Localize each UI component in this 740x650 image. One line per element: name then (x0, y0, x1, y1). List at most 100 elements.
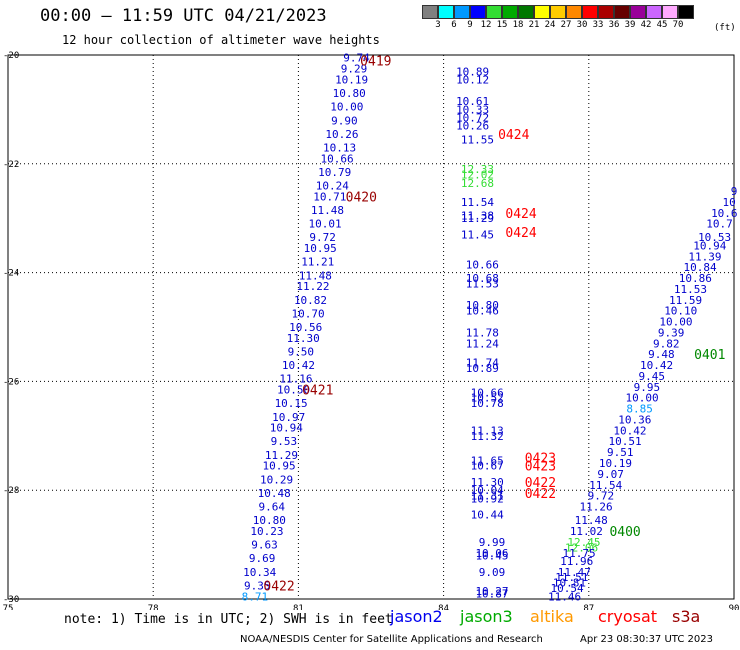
data-label: 8.71 (242, 590, 269, 603)
color-scale-swatches (422, 5, 694, 19)
data-label: 11.53 (466, 277, 499, 290)
data-label: 10.67 (471, 460, 504, 473)
color-swatch (614, 5, 630, 19)
data-label: 10.66 (321, 152, 354, 165)
data-label: 10.95 (304, 242, 337, 255)
color-swatch (470, 5, 486, 19)
data-label: 10.89 (466, 362, 499, 375)
data-label: 9.50 (288, 345, 315, 358)
data-label: 10.79 (318, 166, 351, 179)
data-label: 10.80 (466, 299, 499, 312)
data-label: 11.30 (471, 476, 504, 489)
color-scale-label: 30 (576, 20, 588, 30)
data-label: 10.97 (272, 411, 305, 424)
data-label: 11.16 (279, 373, 312, 386)
legend-item-altika: altika (530, 607, 574, 626)
color-swatch (502, 5, 518, 19)
data-label: 11.30 (287, 332, 320, 345)
data-label: 10.48 (258, 487, 291, 500)
data-label: 9.39 (658, 326, 685, 339)
time-marker-label: 0423 (525, 452, 556, 467)
data-label: 9.69 (249, 552, 276, 565)
data-label: 10.71 (313, 190, 346, 203)
x-tick-label: 75 (3, 604, 14, 610)
data-label: 10.42 (613, 424, 646, 437)
time-marker-label: 0422 (525, 487, 556, 502)
data-label: 10.46 (466, 305, 499, 318)
data-label: 10.42 (282, 359, 315, 372)
data-label: 10.44 (471, 509, 504, 522)
color-scale-label: 33 (592, 20, 604, 30)
data-label: 10.72 (456, 112, 489, 125)
data-label: 12.33 (461, 163, 494, 176)
data-label: 10.26 (456, 120, 489, 133)
x-tick-label: 81 (293, 604, 304, 610)
color-scale-label: 70 (672, 20, 684, 30)
data-label: 12.45 (567, 536, 600, 549)
data-label: 10.27 (475, 585, 508, 598)
data-label: 9.35 (244, 579, 271, 592)
color-scale-label: 24 (544, 20, 556, 30)
data-label: 11.24 (466, 337, 499, 350)
time-marker-label: 0424 (505, 207, 536, 222)
legend-item-cryosat: cryosat (598, 607, 658, 626)
data-label: 11.46 (548, 590, 581, 603)
data-label: 9.09 (479, 566, 506, 579)
color-scale-label: 45 (656, 20, 668, 30)
data-label: 10.66 (471, 386, 504, 399)
color-swatch (582, 5, 598, 19)
footer-credit: NOAA/NESDIS Center for Satellite Applica… (240, 634, 543, 645)
data-label: 11.78 (466, 326, 499, 339)
data-label: 10.68 (466, 272, 499, 285)
data-label: 11.21 (301, 256, 334, 269)
time-marker-label: 0401 (694, 348, 725, 363)
page-title: 00:00 — 11:59 UTC 04/21/2023 (40, 6, 327, 26)
color-scale-label: 36 (608, 20, 620, 30)
data-label: 10.29 (260, 473, 293, 486)
data-label: 10.89 (456, 65, 489, 78)
data-label: 11.96 (560, 555, 593, 568)
data-label: 11.45 (461, 229, 494, 242)
data-label: 10.87 (475, 588, 508, 601)
data-label: 11.32 (471, 430, 504, 443)
data-label: 10.70 (292, 307, 325, 320)
color-scale-label: 42 (640, 20, 652, 30)
data-label: 12.68 (461, 177, 494, 190)
data-label: 9.29 (341, 63, 368, 76)
note-text: note: 1) Time is in UTC; 2) SWH is in fe… (64, 612, 393, 627)
y-tick-label: -28 (3, 486, 19, 496)
color-swatch (454, 5, 470, 19)
data-label: 10.94 (693, 239, 726, 252)
time-marker-label: 0421 (302, 384, 333, 399)
color-swatch (662, 5, 678, 19)
data-label: 10.13 (323, 141, 356, 154)
color-swatch (630, 5, 646, 19)
data-label: 11.75 (563, 547, 596, 560)
data-label: 11.59 (669, 294, 702, 307)
data-label: 11.65 (471, 454, 504, 467)
data-label: 11.74 (466, 356, 499, 369)
data-label: 11.54 (461, 196, 494, 209)
x-tick-label: 87 (583, 604, 594, 610)
data-label: 11.38 (461, 209, 494, 222)
data-label: 10.26 (325, 128, 358, 141)
y-tick-label: -24 (3, 269, 19, 279)
data-label: 9.72 (588, 490, 615, 503)
data-label: 10.19 (335, 73, 368, 86)
data-label: 11.31 (471, 490, 504, 503)
data-label: 10.34 (243, 566, 276, 579)
data-label: 10.86 (679, 272, 712, 285)
data-label: 9.99 (479, 536, 506, 549)
data-label: 11.02 (570, 525, 603, 538)
x-tick-label: 84 (438, 604, 449, 610)
data-label: 10.61 (456, 95, 489, 108)
data-label: 10.45 (475, 549, 508, 562)
data-label: 11.22 (296, 280, 329, 293)
data-label: 11.54 (589, 479, 622, 492)
data-label: 11.29 (461, 212, 494, 225)
x-tick-label: 78 (148, 604, 159, 610)
data-label: 10.84 (684, 261, 717, 274)
data-label: 10.00 (330, 101, 363, 114)
data-label: 11.53 (674, 283, 707, 296)
color-swatch (550, 5, 566, 19)
